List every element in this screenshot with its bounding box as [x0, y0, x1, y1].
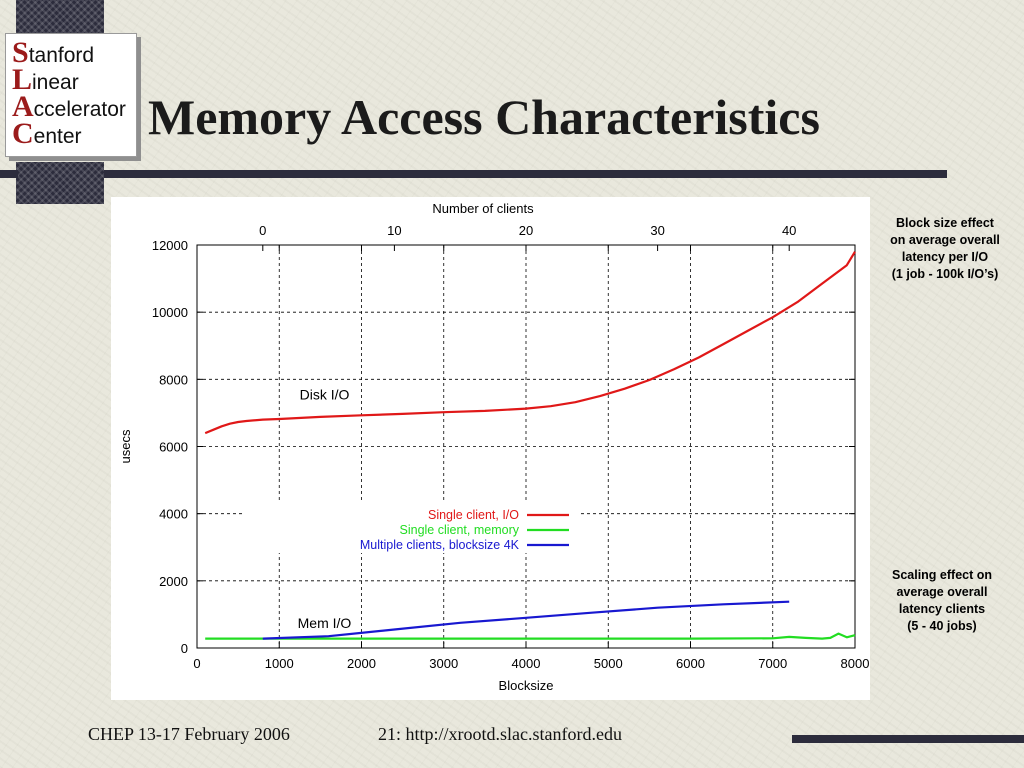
note-block-size-effect: Block size effect on average overall lat…: [870, 215, 1020, 283]
chart-annotation-2: Mem I/O: [298, 615, 352, 631]
x2-tick-label: 40: [782, 223, 796, 238]
y-tick-label: 10000: [152, 305, 188, 320]
y-axis-label: usecs: [118, 429, 133, 463]
y-tick-label: 12000: [152, 238, 188, 253]
logo-line-center: Center: [12, 117, 82, 150]
legend-background: [243, 503, 581, 553]
x-tick-label: 0: [193, 656, 200, 671]
checker-decoration-middle: [16, 162, 104, 204]
y-tick-label: 0: [181, 641, 188, 656]
x-tick-label: 7000: [758, 656, 787, 671]
logo-line-accelerator: Accelerator: [12, 90, 126, 123]
footer-page-url[interactable]: 21: http://xrootd.slac.stanford.edu: [378, 724, 622, 744]
x2-tick-label: 20: [519, 223, 533, 238]
x-axis-label: Blocksize: [499, 678, 554, 693]
chart-annotation-1: Disk I/O: [300, 386, 350, 402]
x2-tick-label: 0: [259, 223, 266, 238]
title-divider-right: [104, 170, 947, 178]
note-block-line: Block size effect: [896, 216, 994, 230]
logo-line-stanford: Stanford: [12, 36, 95, 69]
footer-divider: [792, 735, 1024, 743]
x-tick-label: 4000: [512, 656, 541, 671]
x2-axis-label: Number of clients: [432, 201, 534, 216]
x2-tick-label: 30: [650, 223, 664, 238]
y-tick-label: 2000: [159, 574, 188, 589]
x-tick-label: 1000: [265, 656, 294, 671]
y-tick-label: 4000: [159, 507, 188, 522]
x2-tick-label: 10: [387, 223, 401, 238]
x-tick-label: 8000: [841, 656, 870, 671]
x-tick-label: 5000: [594, 656, 623, 671]
legend-label-1: Single client, I/O: [428, 508, 519, 522]
note-scaling-line: average overall: [896, 585, 988, 599]
note-block-line: on average overall: [890, 233, 1000, 247]
y-tick-label: 6000: [159, 440, 188, 455]
note-scaling-line: latency clients: [898, 602, 986, 616]
slide-title: Memory Access Characteristics: [148, 89, 820, 145]
title-divider-left: [0, 170, 18, 178]
slac-logo: Stanford Linear Accelerator Center: [5, 33, 137, 157]
checker-decoration-top: [16, 0, 104, 34]
legend-label-3: Multiple clients, blocksize 4K: [360, 538, 520, 552]
note-scaling-effect: Scaling effect on average overall latenc…: [866, 567, 1018, 635]
legend-label-2: Single client, memory: [400, 523, 520, 537]
x-tick-label: 2000: [347, 656, 376, 671]
y-tick-label: 8000: [159, 372, 188, 387]
note-block-line: (1 job - 100k I/O’s): [891, 267, 999, 281]
series-line-3: [262, 600, 790, 640]
series-line-2: [205, 632, 856, 640]
footer-conference: CHEP 13-17 February 2006: [88, 724, 290, 744]
note-scaling-line: (5 - 40 jobs): [907, 619, 977, 633]
chart-panel: 0 1000 2000 3000 4000 5000 6000 7000 8000 0 2000 40…: [111, 197, 870, 700]
note-scaling-line: Scaling effect on: [891, 568, 993, 582]
logo-line-linear: Linear: [12, 63, 79, 96]
x-tick-label: 6000: [676, 656, 705, 671]
latency-chart: 0 1000 2000 3000 4000 5000 6000 7000 8000 0 2000 40…: [118, 201, 870, 693]
x-tick-label: 3000: [429, 656, 458, 671]
series-line-1: [204, 251, 856, 435]
note-block-line: latency per I/O: [901, 250, 989, 264]
